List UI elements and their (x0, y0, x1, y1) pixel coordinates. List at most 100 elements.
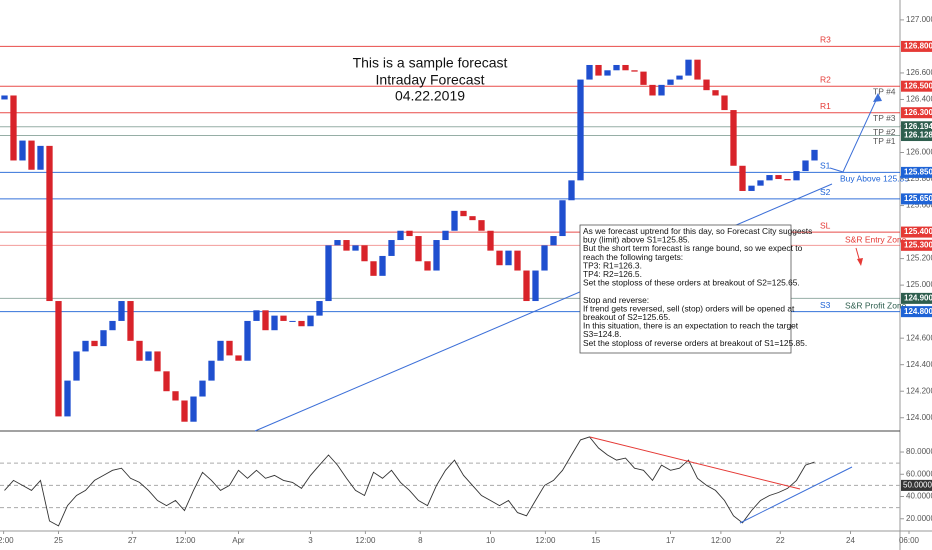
level-label: R2 (820, 74, 831, 84)
candle (235, 355, 242, 361)
candle (532, 270, 539, 302)
forecast-arrow (829, 95, 879, 173)
candle (28, 140, 35, 170)
candle (253, 310, 260, 321)
note-line: TP4: R2=126.5. (583, 269, 642, 279)
candle (55, 301, 62, 417)
candle (361, 245, 368, 262)
note-line: If trend gets reversed, sell (stop) orde… (583, 303, 795, 313)
arrow-head (873, 93, 882, 102)
y-tick-label: 124.000 (906, 413, 932, 422)
x-tick-label: 8 (418, 536, 423, 545)
x-tick-label: 25 (54, 536, 63, 545)
level-badge (901, 239, 932, 251)
level-badge-label: 125.400 (904, 227, 932, 236)
candle (721, 95, 728, 111)
level-badge-label: 126.194 (904, 122, 932, 131)
level-badge-label: 126.800 (904, 42, 932, 51)
candle (703, 79, 710, 91)
y-tick-label: 60.0000 (906, 469, 932, 478)
x-tick-label: 12:00 (535, 536, 556, 545)
candles (1, 59, 818, 422)
candle (442, 230, 449, 241)
y-tick-label: 124.200 (906, 386, 932, 395)
candle (469, 216, 476, 221)
level-badge-label: 125.850 (904, 168, 932, 177)
level-badge (901, 107, 932, 119)
candle (199, 380, 206, 397)
candle (784, 179, 791, 181)
candle (37, 145, 44, 170)
y-tick-label: 125.600 (906, 201, 932, 210)
y-tick-label: 125.800 (906, 174, 932, 183)
candle (604, 70, 611, 76)
candle (640, 71, 647, 85)
note-line: TP3: R1=126.3. (583, 260, 642, 270)
y-tick-label: 126.600 (906, 68, 932, 77)
rsi-trend-line (589, 436, 801, 490)
candle (631, 70, 638, 72)
level-badge-label: 126.500 (904, 81, 932, 90)
candle (460, 210, 467, 217)
candle (613, 64, 620, 71)
candle (793, 171, 800, 181)
level-label: S3 (820, 300, 831, 310)
x-tick-label: 12:00 (0, 536, 14, 545)
candle (244, 320, 251, 361)
y-tick-label: 127.000 (906, 15, 932, 24)
x-tick-label: 10 (486, 536, 495, 545)
candle (415, 236, 422, 262)
candle (46, 145, 53, 302)
level-label: R1 (820, 101, 831, 111)
candle (397, 230, 404, 241)
candle (406, 230, 413, 237)
candle (433, 240, 440, 271)
x-tick-label: 06:00 (899, 536, 920, 545)
candle (478, 220, 485, 231)
candle (73, 351, 80, 381)
candle (424, 261, 431, 271)
candle (451, 210, 458, 231)
axes: 127.000126.600126.400126.200126.000125.8… (0, 15, 932, 545)
note-line: As we forecast uptrend for this day, so … (583, 226, 812, 236)
candle (667, 79, 674, 85)
candle (505, 250, 512, 266)
level-badge (901, 292, 932, 304)
entry-annotation: S&R Entry Zone (845, 234, 907, 244)
profit-annotation: S&R Profit Zone (845, 300, 907, 310)
candle (766, 175, 773, 181)
candle (388, 240, 395, 256)
y-tick-label: 124.600 (906, 333, 932, 342)
level-label: SL (820, 220, 831, 230)
candle (739, 165, 746, 191)
candle (190, 396, 197, 422)
y-tick-label: 125.000 (906, 280, 932, 289)
y-tick-label: 125.200 (906, 254, 932, 263)
candle (325, 245, 332, 302)
x-tick-label: 12:00 (355, 536, 376, 545)
y-tick-label: 126.400 (906, 95, 932, 104)
candle (262, 310, 269, 331)
level-badge (901, 166, 932, 178)
x-tick-label: Apr (232, 536, 245, 545)
level-badge-label: 125.650 (904, 194, 932, 203)
note-line: breakout of S2=125.65. (583, 312, 670, 322)
x-tick-label: 15 (591, 536, 600, 545)
y-tick-label: 20.0000 (906, 514, 932, 523)
level-badge-label: 125.300 (904, 240, 932, 249)
candle (370, 261, 377, 276)
note-line: Set the stoploss of these orders at brea… (583, 278, 800, 288)
candle (379, 255, 386, 276)
arrow-head (857, 258, 863, 266)
candle (658, 84, 665, 96)
note-line: But the short term forecast is range bou… (583, 243, 803, 253)
candle (307, 315, 314, 327)
candle (568, 180, 575, 201)
candle (82, 340, 89, 352)
candle (271, 315, 278, 331)
x-tick-label: 27 (128, 536, 137, 545)
candle (100, 330, 107, 347)
candle (109, 320, 116, 331)
candle (64, 380, 71, 417)
